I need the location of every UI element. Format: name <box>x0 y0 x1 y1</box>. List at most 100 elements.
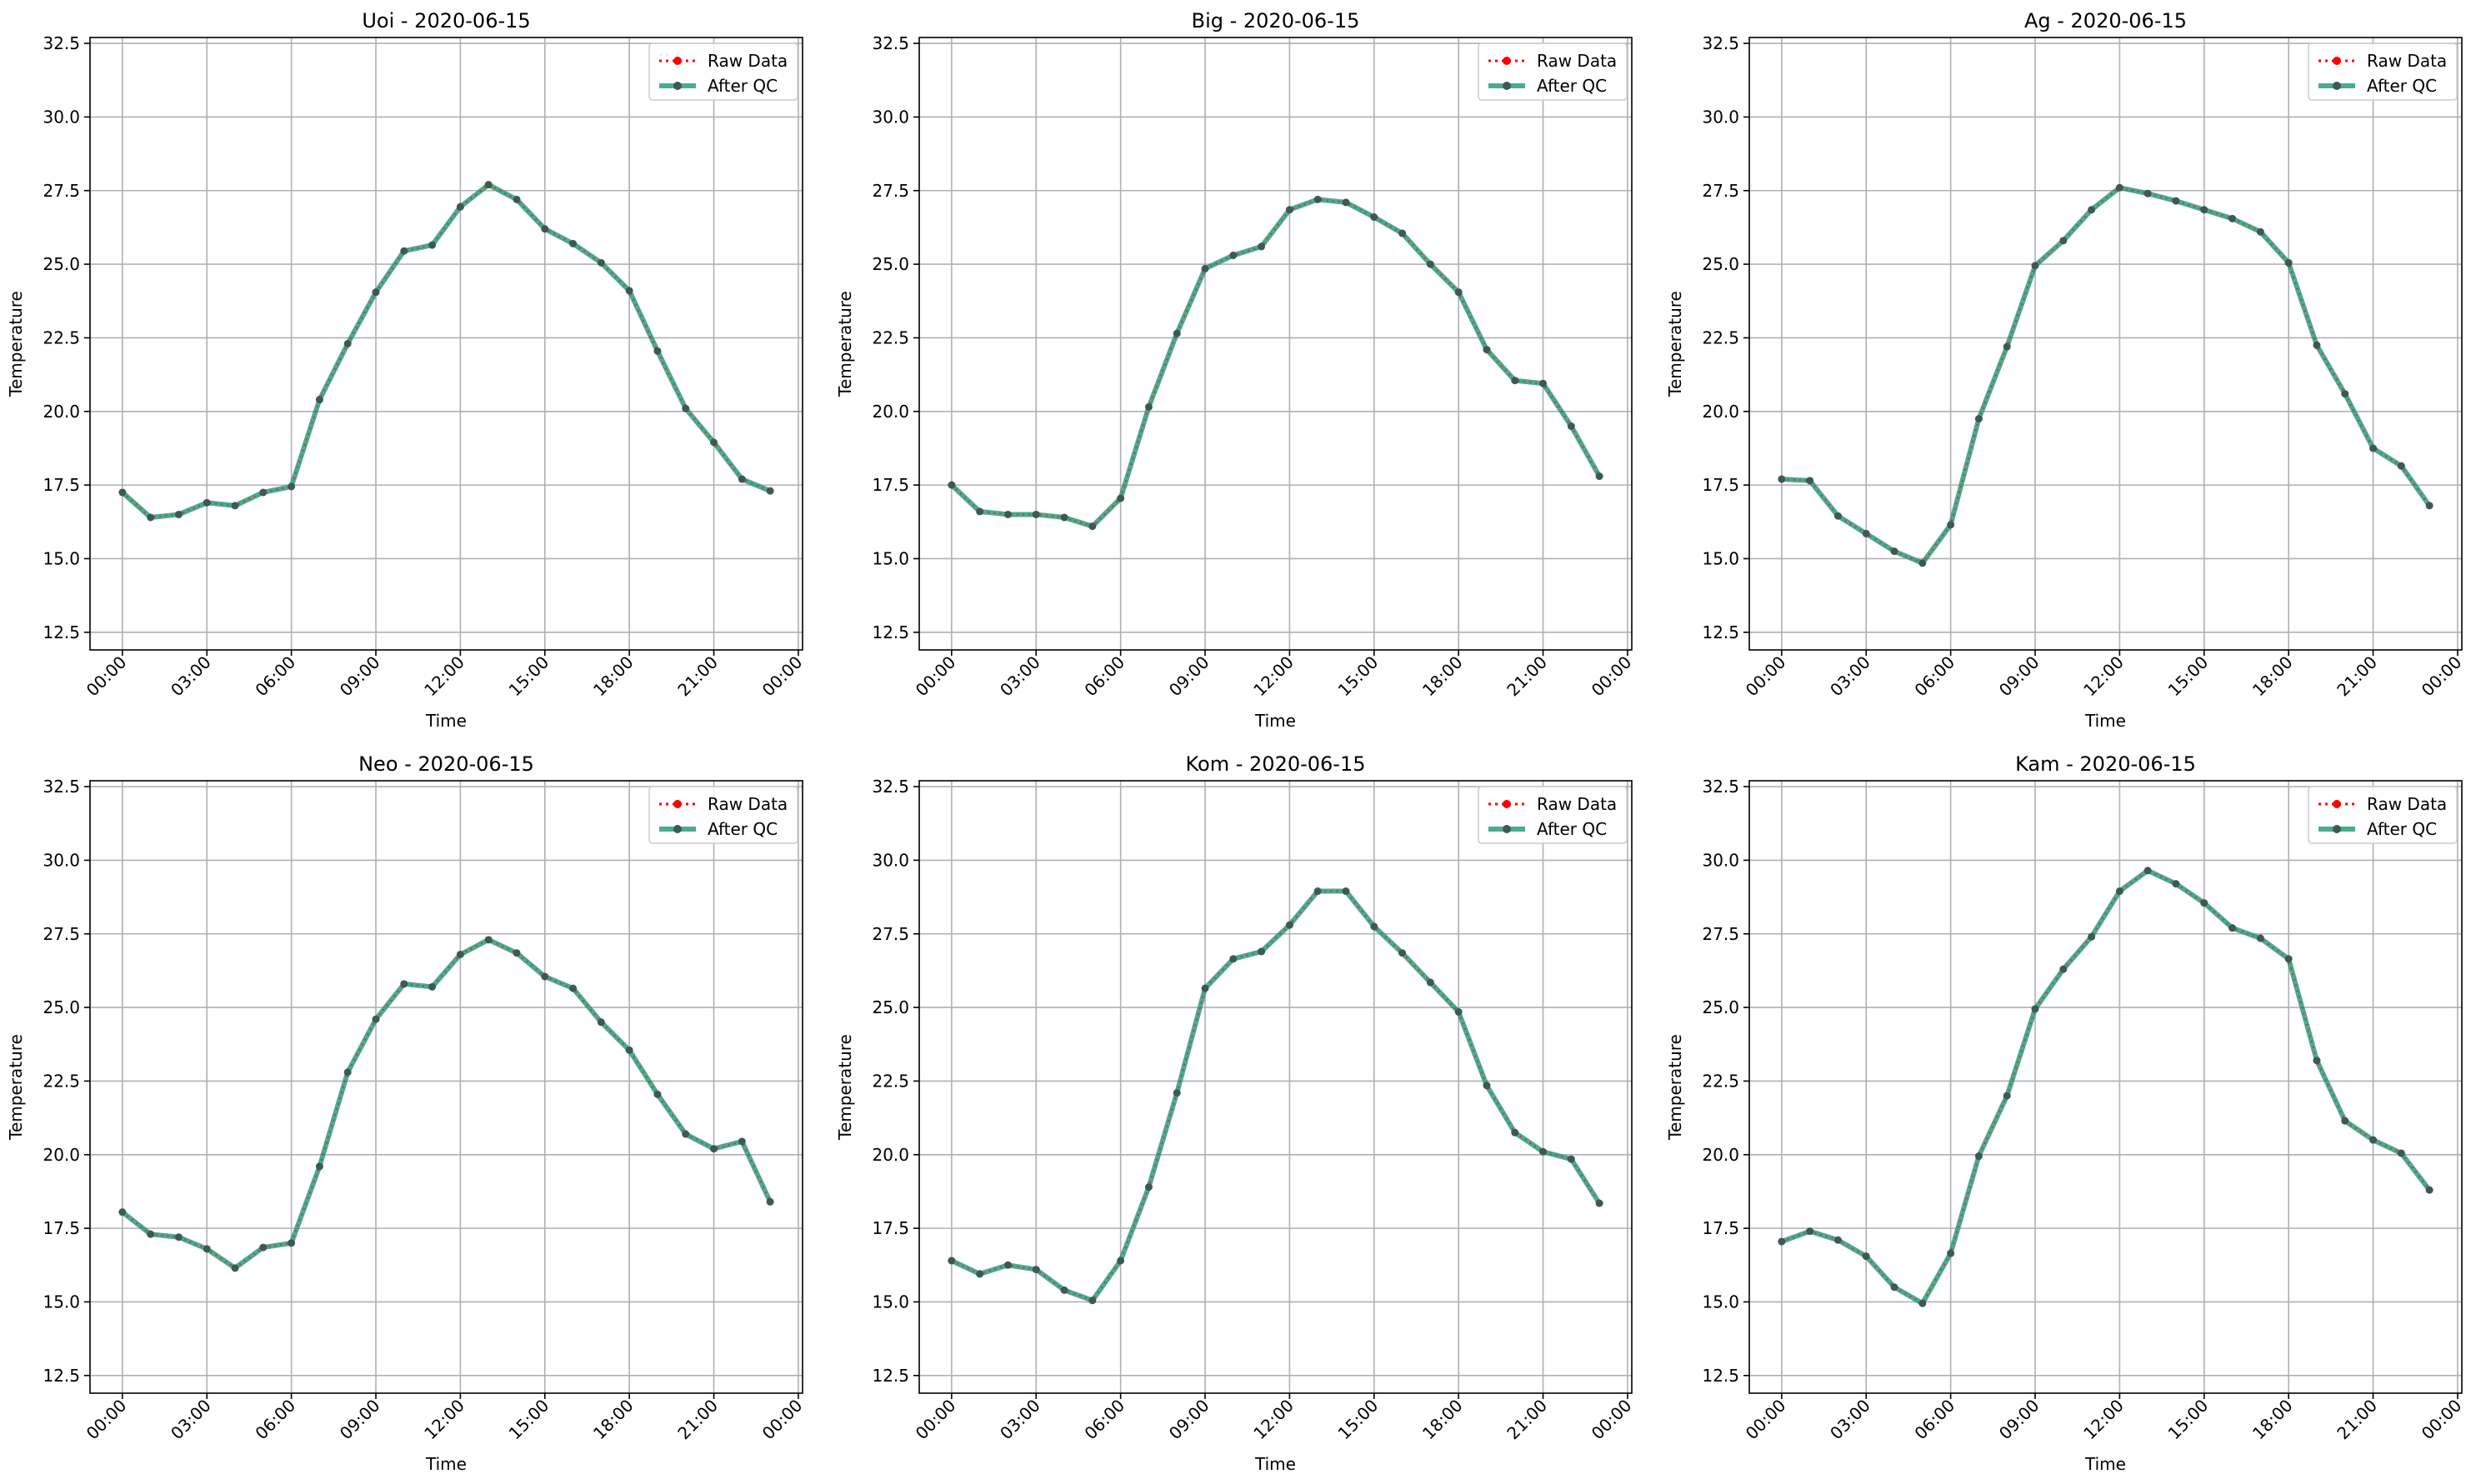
after-qc-point <box>174 510 183 518</box>
after-qc-point <box>1201 264 1209 272</box>
x-tick-label: 03:00 <box>167 1396 215 1444</box>
y-tick-label: 25.0 <box>872 254 909 274</box>
after-qc-point <box>1229 955 1238 963</box>
x-tick-label: 21:00 <box>1503 1396 1551 1444</box>
after-qc-point <box>203 498 211 507</box>
legend-raw-marker <box>2333 800 2341 808</box>
y-tick-label: 30.0 <box>1702 850 1739 870</box>
x-tick-label: 06:00 <box>1910 652 1958 701</box>
after-qc-point <box>1947 521 1955 529</box>
after-qc-point <box>1088 1297 1097 1305</box>
after-qc-point <box>2003 1092 2011 1100</box>
after-qc-point <box>1398 229 1407 237</box>
y-tick-label: 22.5 <box>872 1071 909 1091</box>
after-qc-point <box>2341 1117 2349 1125</box>
y-tick-label: 17.5 <box>1702 475 1739 495</box>
after-qc-point <box>2425 1186 2433 1194</box>
after-qc-point <box>372 288 380 297</box>
y-tick-label: 30.0 <box>872 107 909 127</box>
after-qc-point <box>2172 880 2180 888</box>
x-tick-label: 21:00 <box>2333 652 2381 701</box>
after-qc-point <box>1060 1286 1068 1294</box>
raw-data-line <box>122 938 772 1270</box>
y-tick-label: 27.5 <box>1702 181 1739 201</box>
after-qc-point <box>147 1230 155 1238</box>
after-qc-point <box>1032 1266 1040 1274</box>
chart-title: Uoi - 2020-06-15 <box>362 9 530 32</box>
y-tick-label: 30.0 <box>1702 107 1739 127</box>
chart-title: Ag - 2020-06-15 <box>2024 9 2187 32</box>
y-tick-label: 30.0 <box>43 107 80 127</box>
axes-frame <box>89 780 803 1394</box>
after-qc-point <box>1454 1007 1463 1016</box>
after-qc-point <box>1918 559 1927 567</box>
after-qc-point <box>288 1239 296 1247</box>
after-qc-point <box>2369 444 2378 452</box>
axes-frame <box>1748 37 2463 651</box>
x-tick-label: 00:00 <box>1588 652 1636 701</box>
y-tick-label: 32.5 <box>872 33 909 53</box>
after-qc-point <box>1947 1249 1955 1257</box>
x-tick-label: 21:00 <box>1503 652 1551 701</box>
after-qc-point <box>948 481 956 489</box>
after-qc-point <box>2200 899 2208 907</box>
after-qc-line <box>121 937 773 1271</box>
axes-frame <box>918 37 1633 651</box>
x-tick-label: 15:00 <box>1334 1396 1383 1444</box>
after-qc-point <box>2031 262 2039 270</box>
after-qc-point <box>1003 1261 1012 1269</box>
after-qc-point <box>1173 329 1181 337</box>
after-qc-point <box>710 1145 718 1153</box>
y-tick-label: 15.0 <box>1702 1292 1739 1312</box>
legend-raw-marker <box>1503 800 1511 808</box>
y-tick-label: 12.5 <box>872 622 909 642</box>
x-tick-label: 12:00 <box>1249 1396 1298 1444</box>
x-tick-label: 15:00 <box>505 652 553 701</box>
legend-raw-marker <box>673 800 682 808</box>
x-tick-label: 15:00 <box>2164 652 2213 701</box>
x-axis-label: Time <box>1254 1454 1296 1474</box>
after-qc-point <box>315 396 323 404</box>
after-qc-point <box>1313 195 1322 203</box>
legend-qc-marker <box>2333 82 2341 90</box>
x-tick-label: 09:00 <box>1165 652 1213 701</box>
after-qc-point <box>2313 1057 2321 1065</box>
y-tick-label: 15.0 <box>872 548 909 568</box>
x-axis-label: Time <box>1254 711 1296 731</box>
x-tick-label: 12:00 <box>2079 1396 2128 1444</box>
after-qc-point <box>2143 867 2152 875</box>
y-tick-label: 25.0 <box>1702 254 1739 274</box>
after-qc-point <box>541 225 549 233</box>
legend-raw-label: Raw Data <box>2367 51 2447 71</box>
x-tick-label: 00:00 <box>758 1396 807 1444</box>
y-tick-label: 22.5 <box>43 327 80 347</box>
x-tick-label: 21:00 <box>673 1396 722 1444</box>
legend-raw-label: Raw Data <box>1537 51 1617 71</box>
y-tick-label: 25.0 <box>1702 997 1739 1017</box>
after-qc-point <box>597 258 605 267</box>
after-qc-point <box>259 1243 268 1252</box>
after-qc-point <box>2115 887 2123 896</box>
y-axis-label: Temperature <box>835 291 855 397</box>
y-tick-label: 17.5 <box>872 475 909 495</box>
after-qc-point <box>1806 477 1814 485</box>
after-qc-point <box>653 347 662 355</box>
x-tick-label: 06:00 <box>1080 652 1128 701</box>
after-qc-point <box>1890 1283 1898 1292</box>
after-qc-point <box>484 936 493 944</box>
after-qc-point <box>118 1208 127 1217</box>
after-qc-point <box>2284 955 2293 963</box>
y-tick-label: 22.5 <box>1702 327 1739 347</box>
after-qc-point <box>1483 346 1491 354</box>
x-tick-label: 00:00 <box>912 1396 960 1444</box>
y-tick-label: 27.5 <box>872 181 909 201</box>
y-tick-label: 15.0 <box>1702 548 1739 568</box>
after-qc-point <box>1974 1152 1983 1161</box>
after-qc-point <box>1511 1128 1519 1137</box>
x-tick-label: 21:00 <box>673 652 722 701</box>
after-qc-point <box>976 1270 984 1278</box>
subplot-1: 12.5 15.0 17.5 20.0 22.5 25.0 27.5 30.0 32.5 00:0… <box>6 9 806 731</box>
axes-frame <box>1748 780 2463 1394</box>
after-qc-point <box>682 404 690 412</box>
after-qc-point <box>2341 390 2349 398</box>
